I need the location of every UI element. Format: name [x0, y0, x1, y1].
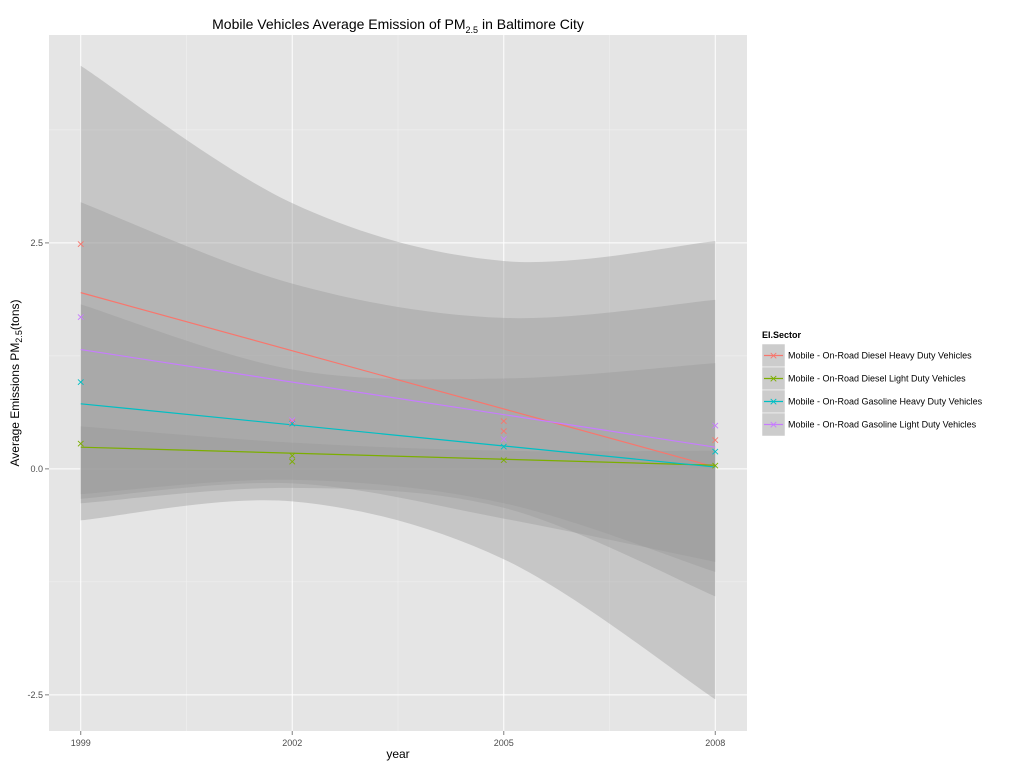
data-points: ×× ×××××× × ×××× ×××××: [76, 237, 720, 471]
data-point-series-2: ×: [288, 449, 297, 462]
fit-lines: [80, 292, 716, 468]
y-tick-label: 2.5: [30, 238, 43, 248]
y-axis-title-suffix: (tons): [8, 299, 22, 330]
chart-title: Mobile Vehicles Average Emission of PM2.…: [212, 16, 584, 35]
y-axis-title-subscript: 2.5: [14, 330, 24, 343]
legend-label: Mobile - On-Road Gasoline Heavy Duty Veh…: [788, 397, 983, 407]
chart-title-suffix: in Baltimore City: [478, 16, 584, 32]
legend-item: × Mobile - On-Road Diesel Heavy Duty Vehi…: [761, 343, 972, 368]
confidence-band-2: [80, 426, 716, 572]
legend-key-marker: ×: [769, 349, 778, 362]
legend-label: Mobile - On-Road Gasoline Light Duty Veh…: [788, 420, 977, 430]
data-point-series-4: ×: [288, 414, 297, 427]
chart-title-subscript: 2.5: [466, 25, 479, 35]
legend-title: EI.Sector: [762, 330, 802, 340]
legend-label: Mobile - On-Road Diesel Light Duty Vehic…: [788, 374, 966, 384]
y-axis-ticks: -2.5 0.0 2.5: [27, 238, 49, 700]
fit-line-series-2: [80, 446, 716, 466]
grid-major: [49, 35, 747, 731]
x-axis-title: year: [386, 747, 409, 761]
data-point-series-1: ×: [499, 414, 508, 427]
data-point-series-2: ×: [288, 455, 297, 468]
data-point-series-1: ×: [76, 237, 85, 250]
data-point-series-3: ×: [499, 440, 508, 453]
chart-title-main: Mobile Vehicles Average Emission of PM: [212, 16, 465, 32]
x-tick-label: 2002: [282, 738, 302, 748]
data-point-series-3: ×: [711, 445, 720, 458]
data-point-series-1: ×: [499, 424, 508, 437]
data-point-series-4: ×: [711, 419, 720, 432]
data-point-series-4: ×: [76, 311, 85, 324]
data-point-series-1: ×: [288, 415, 297, 428]
legend-key-marker: ×: [769, 395, 778, 408]
fit-line-series-4: [80, 348, 716, 448]
data-point-series-2: ×: [76, 437, 85, 450]
legend-label: Mobile - On-Road Diesel Heavy Duty Vehic…: [788, 351, 972, 361]
legend-item: × Mobile - On-Road Gasoline Heavy Duty Ve…: [761, 389, 983, 414]
legend-key-marker: ×: [769, 372, 778, 385]
x-tick-label: 2008: [705, 738, 725, 748]
y-axis-title-main: Average Emissions PM: [8, 343, 22, 467]
data-point-series-1: ×: [711, 433, 720, 446]
fit-line-series-1: [80, 292, 716, 468]
data-point-series-2: ×: [711, 459, 720, 472]
y-axis-title: Average Emissions PM2.5(tons): [8, 299, 24, 466]
legend-item: × Mobile - On-Road Gasoline Light Duty Ve…: [761, 412, 977, 437]
data-point-series-4: ×: [499, 433, 508, 446]
confidence-band-4: [80, 304, 716, 597]
x-tick-label: 1999: [71, 738, 91, 748]
confidence-band-1: [80, 202, 716, 562]
data-point-series-3: ×: [76, 376, 85, 389]
x-tick-label: 2005: [494, 738, 514, 748]
data-point-series-3: ×: [288, 417, 297, 430]
x-axis-ticks: 1999 2002 2005 2008: [71, 731, 725, 748]
legend-item: × Mobile - On-Road Diesel Light Duty Vehi…: [761, 366, 966, 391]
data-point-series-2: ×: [499, 453, 508, 466]
legend: EI.Sector × Mobile - On-Road Diesel Heavy…: [761, 330, 983, 437]
y-tick-label: 0.0: [30, 464, 43, 474]
grid-minor: [49, 35, 747, 731]
legend-key-marker: ×: [769, 418, 778, 431]
fit-line-series-3: [80, 403, 716, 468]
confidence-band-3: [80, 65, 716, 700]
confidence-bands: [80, 65, 716, 700]
y-tick-label: -2.5: [27, 690, 43, 700]
